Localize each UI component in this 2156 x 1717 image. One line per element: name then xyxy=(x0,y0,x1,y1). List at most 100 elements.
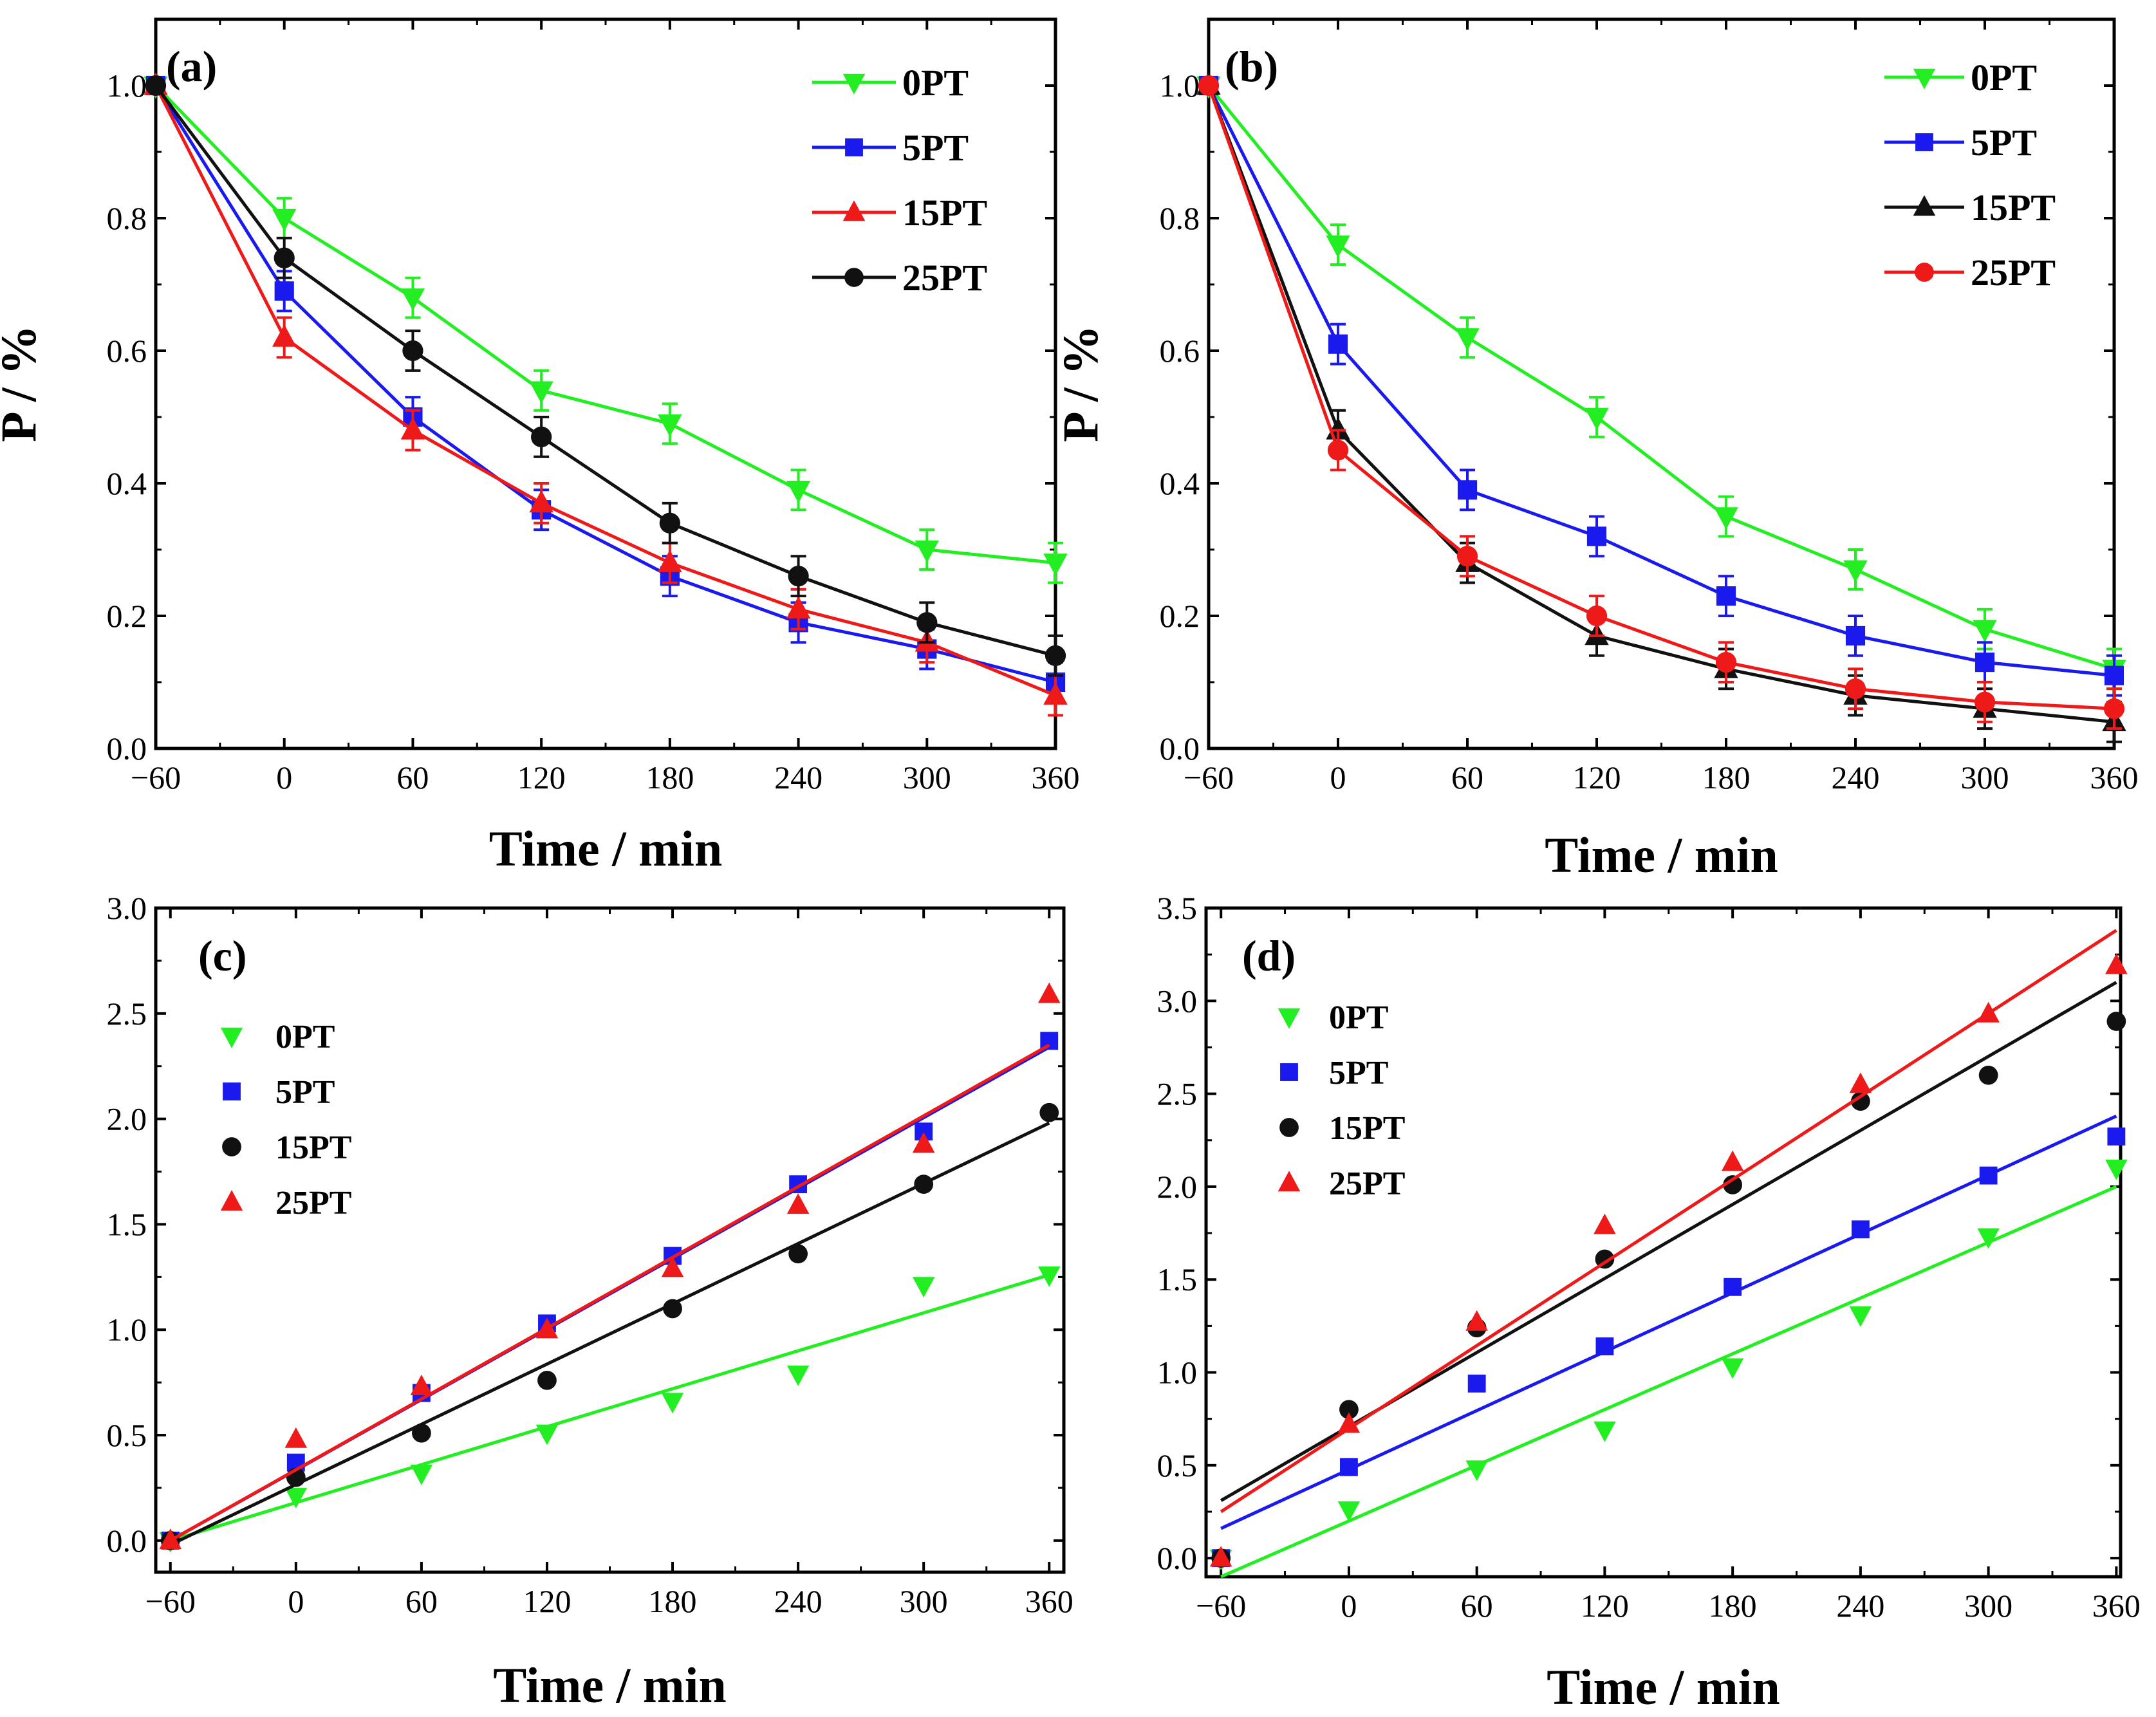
data-point xyxy=(2105,953,2128,974)
fit-line xyxy=(169,1043,1050,1543)
y-tick-label: 0.5 xyxy=(1157,1447,1198,1483)
x-tick-label: 300 xyxy=(1964,1588,2012,1624)
x-tick-label: 180 xyxy=(649,1583,697,1619)
legend-marker xyxy=(1915,133,1933,151)
y-tick-label: 0.0 xyxy=(107,730,147,766)
legend-marker xyxy=(1278,1008,1301,1029)
data-point xyxy=(145,75,167,97)
legend-marker xyxy=(1913,68,1936,89)
panel-b: −60 0 60 120 180 240 300 360 0.0 0.2 0.4 0.6 0.8 1.0 T… xyxy=(1052,17,2139,883)
data-point xyxy=(1975,653,1995,673)
data-point xyxy=(1851,1091,1870,1111)
data-point xyxy=(1337,1412,1361,1433)
data-point xyxy=(1339,1400,1359,1420)
y-tick-label: 2.5 xyxy=(107,996,147,1032)
series-15PT xyxy=(160,1102,1059,1550)
x-tick-label: 240 xyxy=(1836,1588,1884,1624)
plot-frame xyxy=(1204,906,2123,1579)
legend-label: 15PT xyxy=(275,1129,351,1166)
data-point xyxy=(412,1423,431,1443)
data-point xyxy=(2104,665,2124,685)
y-tick-label: 0.4 xyxy=(1160,465,1200,501)
data-point xyxy=(159,1528,182,1550)
data-point xyxy=(272,324,297,347)
x-tick-label: 120 xyxy=(517,759,566,795)
legend-marker xyxy=(220,1190,243,1211)
data-point xyxy=(1715,651,1737,673)
x-tick-label: 300 xyxy=(1961,759,2009,795)
data-point xyxy=(1595,1337,1614,1356)
y-tick-label: 1.0 xyxy=(1157,1355,1198,1391)
data-point xyxy=(1851,1220,1870,1239)
data-point xyxy=(661,1256,684,1277)
data-point xyxy=(1465,1460,1488,1481)
legend-marker xyxy=(842,200,866,221)
y-tick-label: 0.4 xyxy=(107,465,147,501)
y-tick-label: 0.2 xyxy=(107,598,147,634)
data-point xyxy=(1037,1266,1061,1287)
data-point xyxy=(1467,1374,1486,1393)
x-tick-label: 60 xyxy=(396,759,429,795)
x-tick-label: 180 xyxy=(1709,1588,1757,1624)
x-tick-label: 120 xyxy=(1573,759,1621,795)
data-point xyxy=(658,414,682,437)
y-tick-label: 0.8 xyxy=(1160,200,1200,236)
y-tick-label: 1.5 xyxy=(1157,1261,1198,1297)
legend-label: 15PT xyxy=(902,192,987,234)
x-tick-label: 300 xyxy=(903,759,951,795)
legend-label: 5PT xyxy=(1971,122,2037,163)
y-tick-label: 0.8 xyxy=(107,200,147,236)
x-tick-label: 120 xyxy=(1581,1588,1629,1624)
data-point xyxy=(400,288,425,311)
legend-marker xyxy=(222,1137,241,1156)
x-tick-label: 0 xyxy=(276,759,292,795)
data-point xyxy=(1979,1166,1998,1185)
x-tick-label: 0 xyxy=(1341,1588,1357,1624)
fit-line xyxy=(1220,929,2117,1514)
series-25PT xyxy=(159,982,1061,1550)
y-tick-label: 0.0 xyxy=(107,1523,147,1559)
data-point xyxy=(1723,1175,1743,1194)
data-point xyxy=(1456,546,1478,567)
series-line xyxy=(1207,84,2115,671)
legend-label: 0PT xyxy=(1971,57,2037,98)
data-point xyxy=(2107,1128,2126,1146)
series-25PT xyxy=(1209,929,2128,1567)
y-tick-label: 0.2 xyxy=(1160,598,1200,634)
panel-label: (c) xyxy=(198,931,246,980)
data-point xyxy=(915,540,940,563)
data-point xyxy=(531,426,552,448)
data-point xyxy=(1198,75,1220,97)
series-line xyxy=(154,84,1056,565)
data-point xyxy=(400,417,425,440)
data-point xyxy=(788,566,809,587)
data-point xyxy=(1594,1213,1616,1234)
data-point xyxy=(914,1174,934,1194)
data-point xyxy=(1973,620,1997,642)
legend-marker xyxy=(845,138,863,156)
y-tick-label: 0.5 xyxy=(107,1417,147,1453)
data-point xyxy=(1327,440,1349,461)
data-point xyxy=(535,1424,559,1445)
data-point xyxy=(1974,691,1996,713)
series-0PT xyxy=(159,1266,1061,1553)
x-axis-label: Time / min xyxy=(1545,827,1778,883)
x-tick-label: 60 xyxy=(1461,1588,1493,1624)
y-tick-label: 2.0 xyxy=(107,1101,147,1137)
data-point xyxy=(1455,328,1480,351)
panel-a: −60 0 60 120 180 240 300 360 0.0 0.2 0.4 0.6 0.8 1.0 T… xyxy=(0,17,1080,877)
x-tick-label: −60 xyxy=(1184,759,1234,795)
fit-line xyxy=(1220,1185,2117,1579)
y-tick-label: 0.0 xyxy=(1160,730,1200,766)
data-point xyxy=(1724,1277,1742,1296)
y-tick-label: 3.5 xyxy=(1157,890,1198,926)
data-point xyxy=(912,1277,935,1298)
data-point xyxy=(1721,1358,1744,1379)
legend-marker xyxy=(223,1082,241,1100)
y-tick-label: 3.0 xyxy=(1157,983,1198,1019)
data-point xyxy=(1337,1501,1361,1522)
data-point xyxy=(1845,626,1866,645)
x-tick-label: 240 xyxy=(1832,759,1880,795)
data-point xyxy=(535,1317,559,1339)
y-tick-label: 0.0 xyxy=(1157,1540,1198,1576)
